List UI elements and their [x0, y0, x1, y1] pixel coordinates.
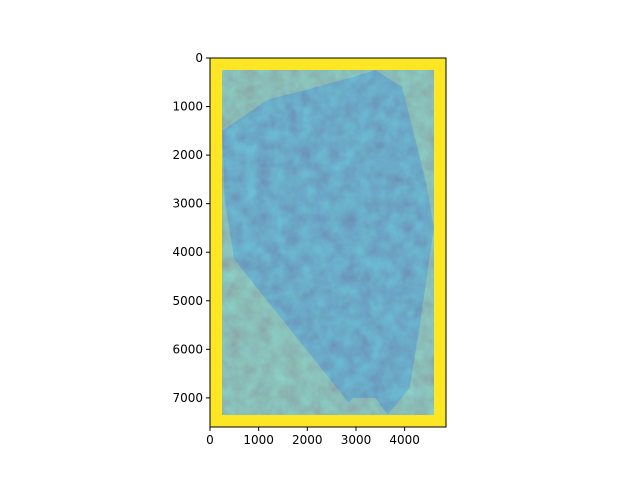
x-tick-label: 3000	[341, 433, 372, 447]
x-tick-label: 1000	[243, 433, 274, 447]
y-tick-label: 1000	[172, 100, 203, 114]
y-tick-label: 7000	[172, 391, 203, 405]
y-axis: 0 1000 2000 3000 4000 5000 6000 7000	[172, 51, 210, 405]
x-tick-label: 4000	[389, 433, 420, 447]
x-axis: 0 1000 2000 3000 4000	[206, 427, 420, 447]
y-tick-label: 4000	[172, 245, 203, 259]
y-tick-label: 0	[195, 51, 203, 65]
y-tick-label: 3000	[172, 197, 203, 211]
y-tick-label: 2000	[172, 148, 203, 162]
heatmap-canopy-texture	[222, 70, 434, 415]
plot-area	[210, 58, 446, 427]
y-tick-label: 6000	[172, 342, 203, 356]
axes-frame	[209, 57, 447, 428]
x-tick-label: 2000	[292, 433, 323, 447]
x-tick-label: 0	[206, 433, 214, 447]
y-tick-label: 5000	[172, 294, 203, 308]
